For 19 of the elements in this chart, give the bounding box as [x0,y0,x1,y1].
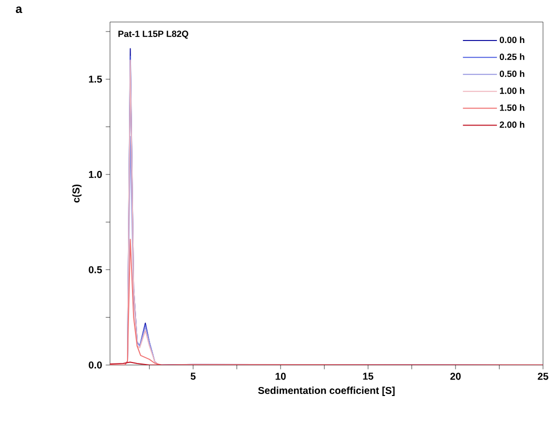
y-tick-label: 0.5 [88,266,102,274]
legend-label: 0.25 h [500,53,524,60]
x-tick-label: 10 [276,372,286,380]
legend-label: 0.50 h [500,70,524,77]
legend-label: 2.00 h [500,121,524,128]
x-axis-title: Sedimentation coefficient [S] [258,386,395,396]
legend-label: 1.00 h [500,87,524,94]
legend-label: 0.00 h [500,36,524,44]
text: Pat-1 L15P L82Q [118,30,188,39]
legend-label: 1.50 h [500,104,524,111]
x-tick-label: 15 [363,372,374,380]
x-tick-label: 5 [190,372,196,380]
text: a [16,6,22,14]
y-tick-label: 1.0 [89,170,102,178]
y-axis-title: c(S) [72,184,82,203]
x-tick-label: 25 [538,372,548,380]
y-tick-label: 1.5 [89,76,102,83]
y-tick-label: 0.0 [88,361,102,369]
x-tick-label: 20 [450,372,461,380]
